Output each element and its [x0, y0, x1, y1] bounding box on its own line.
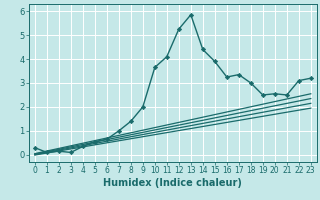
- X-axis label: Humidex (Indice chaleur): Humidex (Indice chaleur): [103, 178, 242, 188]
